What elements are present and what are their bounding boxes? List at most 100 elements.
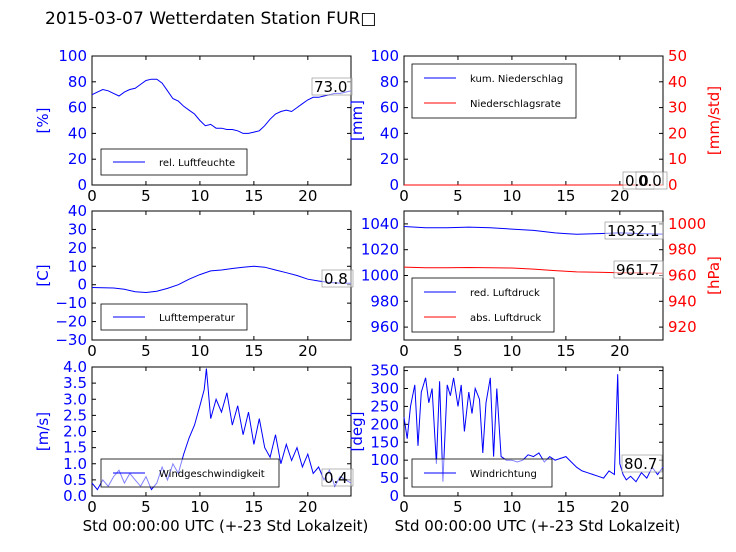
x-tick-label: 15 [244,187,263,205]
legend-label: kum. Niederschlag [470,74,563,85]
y-tick-label: 100 [370,451,399,469]
y2-tick-label: 1000 [668,215,706,233]
annotation-box [311,77,353,96]
y-tick-label: 3.0 [63,390,87,408]
x-tick-label: 0 [87,342,97,360]
x-tick-label: 15 [556,498,575,516]
x-tick-label: 10 [502,187,521,205]
panel-pressure [403,210,664,341]
annotation-label: 0.0 [638,172,662,190]
y-tick-label: 250 [370,397,399,415]
y2-tick-label: 50 [668,47,687,65]
y-tick-label: 2.0 [63,423,87,441]
x-tick-label: 0 [87,498,97,516]
x-tick-label: 5 [141,342,151,360]
legend-label: red. Luftdruck [470,288,540,299]
y-tick-label: 80 [380,73,399,91]
y-tick-label: 0 [389,176,399,194]
y-tick-label: 960 [370,318,399,336]
y-tick-label: 40 [380,124,399,142]
annotation-label: 0.0 [625,172,649,190]
y-axis-label: [C] [34,264,52,286]
legend-box [411,277,555,333]
y2-tick-label: 980 [668,241,697,259]
x-tick-label: 15 [244,498,263,516]
x-tick-label: 5 [453,187,463,205]
y-tick-label: 20 [380,150,399,168]
panel-temperature [91,210,354,341]
y2-tick-label: 40 [668,73,687,91]
y2-tick-label: 940 [668,292,697,310]
y-tick-label: 60 [68,99,87,117]
y-tick-label: 150 [370,433,399,451]
y-tick-label: 300 [370,380,399,398]
y-tick-label: 4.0 [63,358,87,376]
x-axis-label: Std 00:00:00 UTC (+-23 Std Lokalzeit) [83,517,369,535]
legend-label: abs. Luftdruck [470,313,541,324]
y2-tick-label: 20 [668,124,687,142]
x-tick-label: 15 [556,187,575,205]
y-tick-label: 3.5 [63,374,87,392]
y-tick-label: 0 [77,276,87,294]
y-tick-label: 1020 [361,241,399,259]
y-tick-label: 60 [380,99,399,117]
y-axis-label: [deg] [348,412,366,452]
y-tick-label: 40 [68,124,87,142]
y-tick-label: 1000 [361,267,399,285]
y-tick-label: −20 [55,313,87,331]
y2-tick-label: 30 [668,99,687,117]
annotation-label: 1032.1 [607,222,660,240]
x-tick-label: 10 [190,187,209,205]
x-tick-label: 20 [610,342,629,360]
y-tick-label: 200 [370,415,399,433]
x-tick-label: 20 [298,498,317,516]
y-tick-label: 50 [380,469,399,487]
x-tick-label: 5 [141,498,151,516]
x-tick-label: 0 [399,342,409,360]
annotation-box [635,171,668,190]
x-tick-label: 20 [610,187,629,205]
y-tick-label: 0.5 [63,471,87,489]
y-axis-label: [mm] [348,100,366,141]
x-tick-label: 10 [502,498,521,516]
x-tick-label: 20 [298,342,317,360]
annotation-label: 0.8 [324,270,348,288]
y-tick-label: −10 [55,294,87,312]
panel-wind_dir [403,366,664,497]
y-tick-label: 100 [58,47,87,65]
y-tick-label: 40 [68,202,87,220]
series-line-0 [91,78,352,134]
x-tick-label: 10 [190,498,209,516]
y-tick-label: 2.5 [63,406,87,424]
y-tick-label: 0 [77,176,87,194]
panel-wind_speed [91,366,354,497]
y-tick-label: 1.0 [63,455,87,473]
legend-label: Windrichtung [470,469,537,480]
x-tick-label: 20 [610,498,629,516]
y-tick-label: 20 [68,150,87,168]
legend-label: Windgeschwindigkeit [159,469,265,480]
y-axis-label: [m/s] [34,412,52,451]
y-tick-label: 10 [68,257,87,275]
annotation-box [604,221,664,240]
x-tick-label: 15 [556,342,575,360]
legend-label: rel. Luftfeuchte [159,158,235,169]
x-axis-label: Std 00:00:00 UTC (+-23 Std Lokalzeit) [395,517,681,535]
y2-tick-label: 960 [668,267,697,285]
x-tick-label: 0 [87,187,97,205]
y-tick-label: 30 [68,220,87,238]
x-tick-label: 15 [244,342,263,360]
y-tick-label: −30 [55,331,87,349]
legend-label: Niederschlagsrate [470,99,561,110]
series-line-0 [91,265,352,294]
annotation-label: 73.0 [314,78,347,96]
x-tick-label: 5 [453,342,463,360]
x-tick-label: 20 [298,187,317,205]
x-tick-label: 10 [190,342,209,360]
y-tick-label: 1040 [361,215,399,233]
y-tick-label: 0 [389,487,399,505]
y2-tick-label: 0 [668,176,678,194]
y2-axis-label: [mm/std] [705,86,723,155]
annotation-box [621,454,663,473]
y-tick-label: 350 [370,362,399,380]
